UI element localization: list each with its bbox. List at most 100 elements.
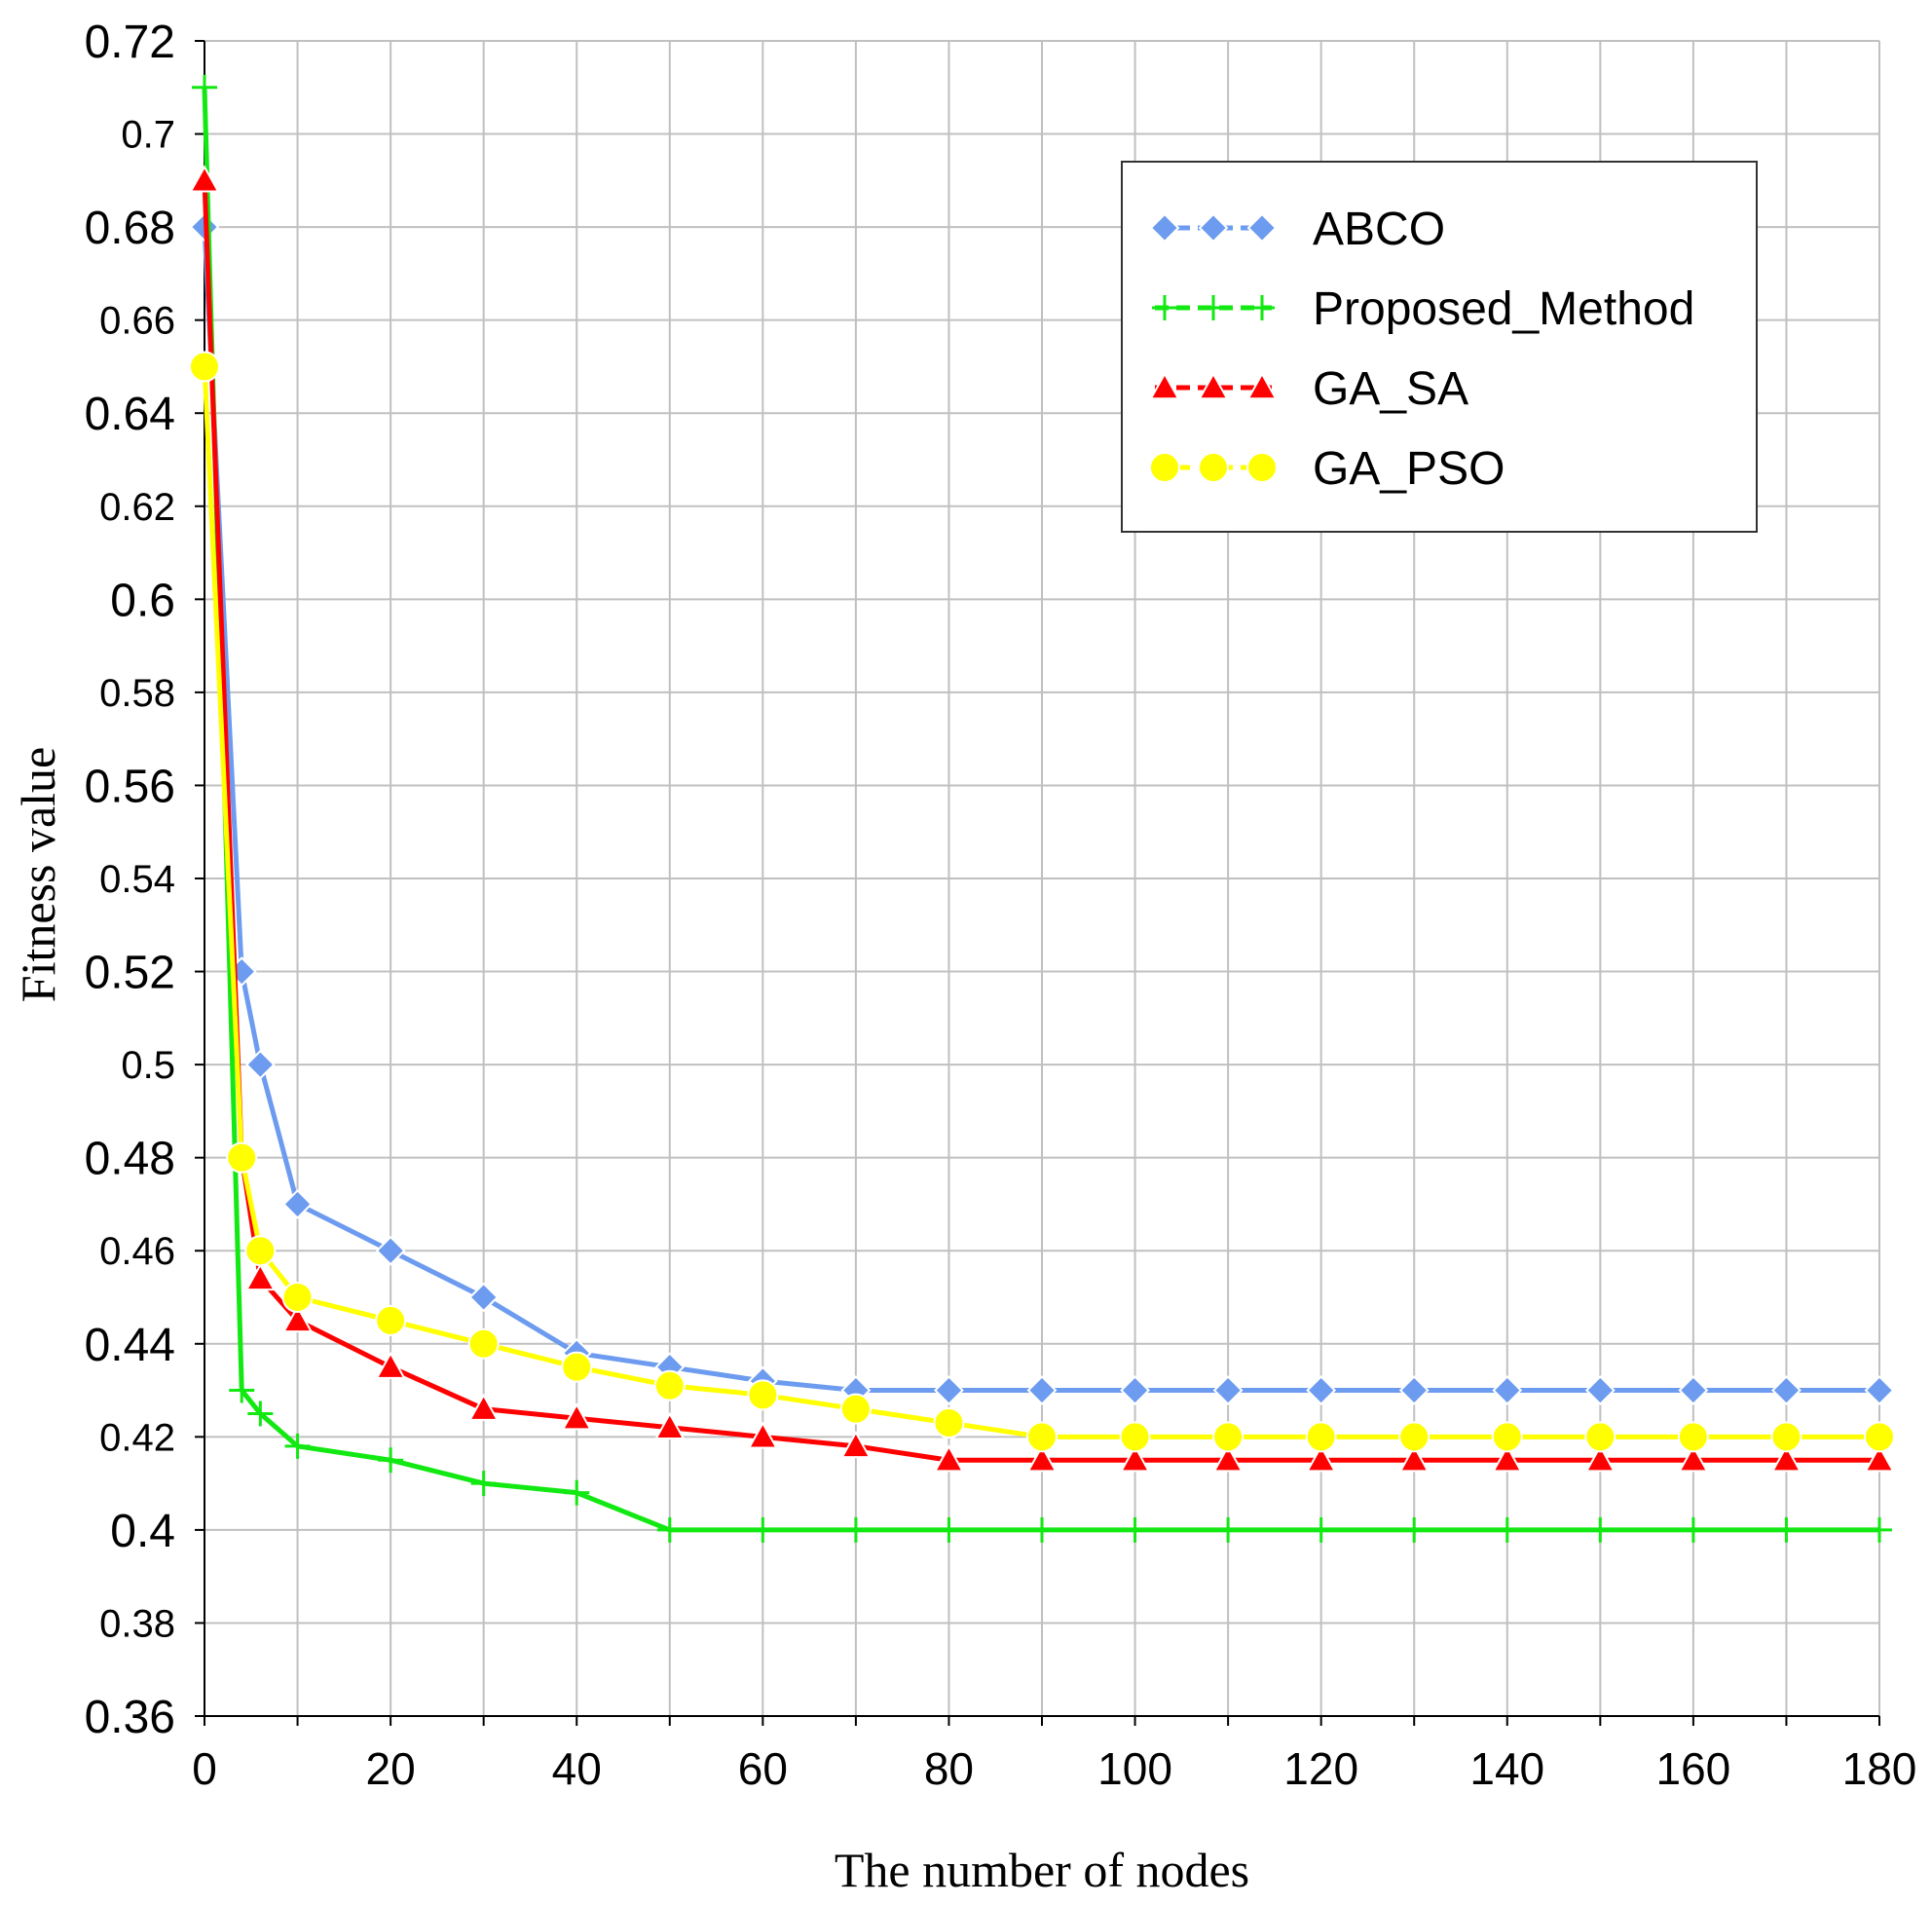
- data-point-proposed-method: [1308, 1516, 1334, 1543]
- data-point-abco: [1771, 1375, 1802, 1405]
- data-point-proposed-method: [1587, 1516, 1614, 1543]
- y-tick-label: 0.54: [99, 858, 175, 901]
- data-point-ga-pso: [561, 1351, 593, 1383]
- y-tick-label: 0.36: [85, 1692, 175, 1743]
- data-point-ga-pso: [1770, 1421, 1802, 1453]
- data-point-abco: [1398, 1375, 1430, 1405]
- data-point-abco: [375, 1235, 406, 1266]
- data-point-ga-pso: [1212, 1421, 1245, 1453]
- data-point-ga-sa: [189, 165, 220, 193]
- y-tick-label: 0.6: [110, 575, 175, 626]
- x-tick-label: 180: [1842, 1743, 1917, 1794]
- data-point-ga-sa: [1212, 1444, 1244, 1473]
- data-point-ga-pso: [1305, 1421, 1337, 1453]
- tick-labels: 0.36 0.38 0.4 0.42 0.44 0.46 0.48 0.5 0.52 0.54 0.…: [85, 17, 1917, 1794]
- data-point-abco: [282, 1189, 313, 1219]
- data-point-ga-pso: [226, 1141, 258, 1174]
- data-point-ga-sa: [1678, 1444, 1709, 1473]
- legend-swatch-marker: [1198, 452, 1229, 483]
- data-point-proposed-method: [284, 1433, 311, 1459]
- data-point-ga-sa: [561, 1402, 592, 1431]
- data-point-abco: [1678, 1375, 1709, 1405]
- x-tick-label: 20: [366, 1743, 416, 1794]
- legend-swatch-marker: [1246, 371, 1278, 400]
- data-point-abco: [934, 1375, 964, 1405]
- y-tick-label: 0.7: [121, 114, 175, 157]
- data-point-proposed-method: [1122, 1516, 1148, 1543]
- series-ga-pso: [189, 351, 1895, 1453]
- series-group: [189, 74, 1895, 1543]
- legend-swatch-marker: [1149, 212, 1180, 243]
- data-point-ga-pso: [747, 1379, 779, 1411]
- data-point-ga-sa: [281, 1304, 314, 1333]
- data-point-proposed-method: [229, 1377, 255, 1403]
- x-tick-label: 80: [924, 1743, 974, 1794]
- data-point-ga-sa: [1770, 1444, 1802, 1473]
- x-tick-label: 60: [738, 1743, 788, 1794]
- data-point-abco: [1306, 1375, 1337, 1405]
- data-point-ga-sa: [933, 1444, 965, 1473]
- y-tick-label: 0.72: [85, 17, 175, 68]
- data-point-ga-pso: [839, 1393, 872, 1425]
- data-point-ga-sa: [244, 1262, 277, 1291]
- data-point-ga-pso: [281, 1282, 314, 1313]
- data-point-proposed-method: [750, 1516, 776, 1543]
- data-point-ga-sa: [1492, 1444, 1523, 1473]
- data-point-ga-sa: [840, 1430, 872, 1459]
- legend-label: GA_SA: [1313, 363, 1468, 415]
- legend-label: Proposed_Method: [1313, 283, 1694, 335]
- data-point-proposed-method: [1401, 1516, 1428, 1543]
- data-point-proposed-method: [842, 1516, 869, 1543]
- data-point-proposed-method: [936, 1516, 962, 1543]
- y-tick-label: 0.62: [99, 486, 175, 529]
- data-point-proposed-method: [1494, 1516, 1520, 1543]
- x-tick-label: 0: [192, 1743, 217, 1794]
- legend-swatch-marker: [1246, 212, 1278, 243]
- legend-entry-ga-sa: GA_SA: [1149, 363, 1468, 415]
- y-tick-label: 0.5: [121, 1044, 175, 1087]
- y-tick-label: 0.44: [85, 1320, 175, 1371]
- y-tick-label: 0.4: [110, 1506, 175, 1557]
- axes: [195, 40, 1880, 1726]
- x-tick-label: 160: [1656, 1743, 1731, 1794]
- data-point-abco: [1212, 1375, 1244, 1405]
- data-point-abco: [244, 1049, 276, 1080]
- data-point-ga-pso: [1491, 1421, 1523, 1453]
- data-point-ga-pso: [467, 1327, 500, 1360]
- data-point-ga-pso: [375, 1304, 407, 1336]
- data-point-proposed-method: [1867, 1516, 1892, 1543]
- data-point-ga-sa: [375, 1351, 406, 1379]
- data-point-abco: [1864, 1375, 1895, 1405]
- data-point-ga-pso: [1398, 1421, 1430, 1453]
- y-tick-label: 0.52: [85, 948, 175, 999]
- legend-swatch-marker: [1149, 371, 1180, 400]
- data-point-ga-pso: [653, 1369, 686, 1401]
- data-point-proposed-method: [378, 1447, 404, 1474]
- data-point-abco: [468, 1282, 500, 1313]
- x-tick-label: 120: [1283, 1743, 1358, 1794]
- data-point-proposed-method: [656, 1516, 683, 1543]
- y-tick-label: 0.42: [99, 1416, 175, 1459]
- y-axis-title: Fitness value: [11, 747, 65, 1002]
- data-point-ga-pso: [1864, 1421, 1895, 1453]
- y-tick-label: 0.38: [99, 1602, 175, 1645]
- legend-swatch-marker: [1198, 371, 1229, 400]
- legend-label: GA_PSO: [1313, 443, 1505, 495]
- data-point-ga-sa: [747, 1421, 779, 1449]
- data-point-proposed-method: [1029, 1516, 1055, 1543]
- data-point-ga-pso: [933, 1407, 965, 1438]
- y-tick-label: 0.68: [85, 203, 175, 254]
- y-tick-label: 0.56: [85, 761, 175, 812]
- legend-swatch-marker: [1201, 295, 1226, 320]
- data-point-abco: [1026, 1375, 1058, 1405]
- data-point-ga-sa: [1864, 1444, 1895, 1473]
- series-proposed-method: [192, 74, 1892, 1543]
- series-abco: [189, 211, 1895, 1405]
- data-point-ga-pso: [1026, 1421, 1058, 1453]
- y-tick-label: 0.46: [99, 1230, 175, 1273]
- x-tick-label: 140: [1469, 1743, 1544, 1794]
- y-tick-label: 0.48: [85, 1134, 175, 1185]
- legend-entry-proposed-method: Proposed_Method: [1152, 283, 1694, 335]
- data-point-ga-sa: [1584, 1444, 1616, 1473]
